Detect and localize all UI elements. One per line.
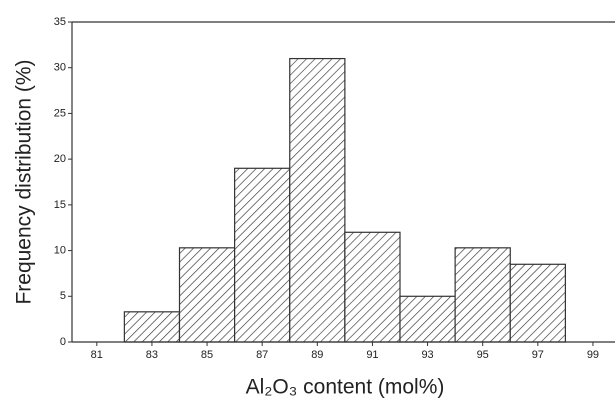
x-tick-label: 97 <box>532 349 544 361</box>
bar <box>178 247 236 343</box>
bar <box>399 295 456 343</box>
x-tick-label: 89 <box>311 349 323 361</box>
x-tick-label: 99 <box>587 349 599 361</box>
x-tick-label: 87 <box>256 349 268 361</box>
bar <box>344 231 401 343</box>
y-tick-label: 20 <box>54 153 66 165</box>
y-tick-label: 35 <box>54 16 66 28</box>
y-axis-label: Frequency distribution (%) <box>13 59 36 304</box>
bar <box>234 167 291 343</box>
y-tick-label: 10 <box>54 244 66 256</box>
y-tick-label: 5 <box>60 290 66 302</box>
x-tick-label: 93 <box>421 349 433 361</box>
x-axis-label: Al₂O₃ content (mol%) <box>246 376 445 399</box>
y-tick-label: 30 <box>54 62 66 74</box>
bar <box>289 57 346 343</box>
x-tick-label: 83 <box>146 349 158 361</box>
bar <box>454 247 511 343</box>
bar <box>509 263 566 343</box>
x-tick-label: 95 <box>477 349 489 361</box>
x-tick-label: 91 <box>366 349 378 361</box>
x-tick-label: 85 <box>201 349 213 361</box>
y-tick-label: 25 <box>54 107 66 119</box>
x-tick-label: 81 <box>91 349 103 361</box>
bar <box>123 311 181 343</box>
y-tick-label: 15 <box>54 199 66 211</box>
y-tick-label: 0 <box>60 336 66 348</box>
